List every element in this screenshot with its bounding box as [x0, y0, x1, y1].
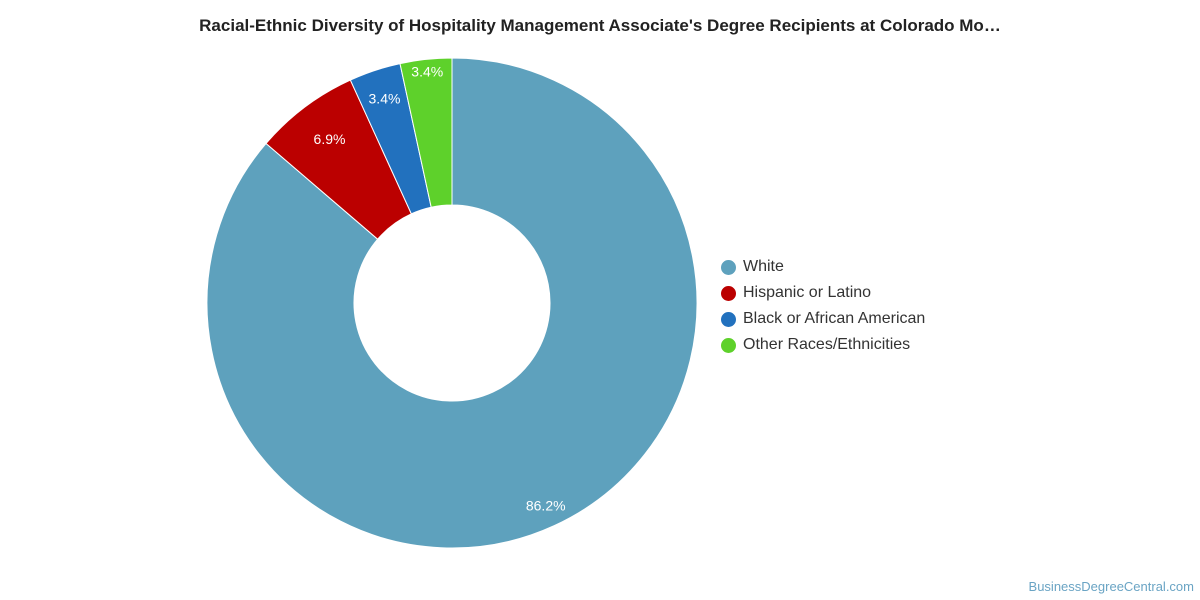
slice-label-other-races-ethnicities: 3.4%: [411, 63, 443, 79]
legend-label: Hispanic or Latino: [743, 284, 871, 302]
legend-swatch-icon: [721, 338, 736, 353]
watermark: BusinessDegreeCentral.com: [1029, 579, 1194, 594]
legend-item-white[interactable]: White: [721, 254, 925, 280]
legend-label: White: [743, 258, 784, 276]
slice-label-black-or-african-american: 3.4%: [369, 90, 401, 106]
legend-swatch-icon: [721, 312, 736, 327]
legend-label: Black or African American: [743, 310, 925, 328]
legend-swatch-icon: [721, 286, 736, 301]
slice-label-white: 86.2%: [526, 498, 566, 514]
slice-label-hispanic-or-latino: 6.9%: [314, 131, 346, 147]
legend-item-black-or-african-american[interactable]: Black or African American: [721, 306, 925, 332]
donut-chart: 86.2% 6.9% 3.4% 3.4%: [0, 0, 1200, 600]
chart-legend: White Hispanic or Latino Black or African …: [721, 254, 925, 358]
legend-item-hispanic-or-latino[interactable]: Hispanic or Latino: [721, 280, 925, 306]
legend-label: Other Races/Ethnicities: [743, 336, 910, 354]
legend-swatch-icon: [721, 260, 736, 275]
donut-slices: [207, 58, 697, 548]
legend-item-other-races-ethnicities[interactable]: Other Races/Ethnicities: [721, 332, 925, 358]
